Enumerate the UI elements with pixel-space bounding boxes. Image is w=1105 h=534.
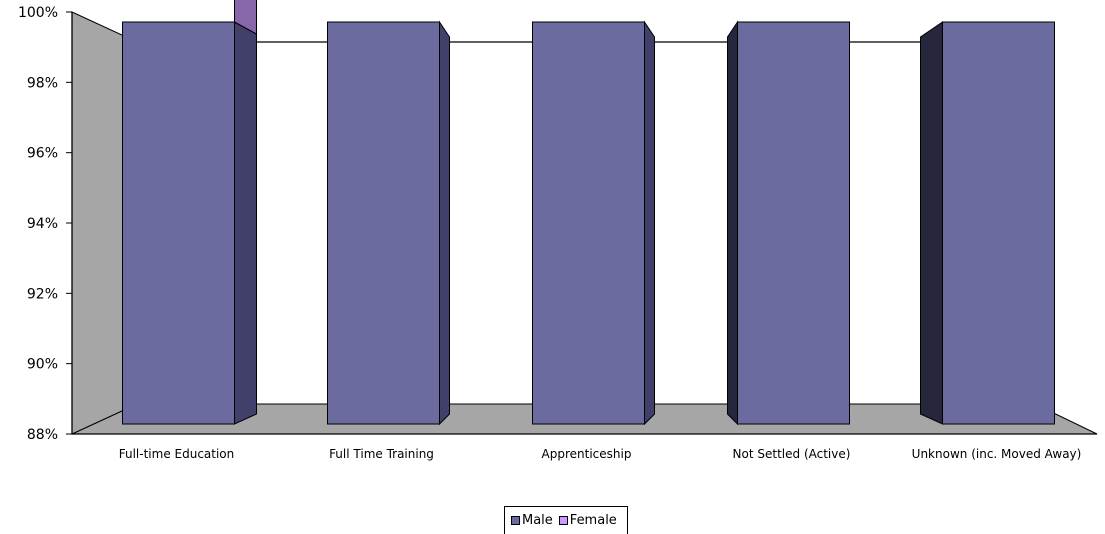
bar-male-3 <box>737 21 850 425</box>
x-tick-label: Unknown (inc. Moved Away) <box>912 447 1082 461</box>
x-tick-label: Not Settled (Active) <box>733 447 851 461</box>
legend-label-male: Male <box>522 513 553 528</box>
y-axis: 88% 90% 92% 94% 96% 98% 100% <box>18 5 73 443</box>
legend-swatch-male <box>511 516 520 525</box>
x-axis: Full-time Education Full Time Training App… <box>72 433 1097 461</box>
bar-side-male-1 <box>439 20 450 426</box>
y-tick-label: 100% <box>18 5 58 21</box>
bar-male-1 <box>327 21 440 425</box>
legend-item-male: Male <box>511 513 553 528</box>
x-tick-label: Full Time Training <box>329 447 434 461</box>
bar-side-male-4 <box>920 21 943 425</box>
x-tick-label: Full-time Education <box>119 447 235 461</box>
bar-male-2 <box>532 21 645 425</box>
bar-male-4 <box>942 21 1055 425</box>
y-tick-label: 94% <box>27 216 58 232</box>
legend: Male Female <box>504 506 628 534</box>
bar-side-male-3 <box>727 20 738 426</box>
bar-side-female-0 <box>234 0 257 35</box>
x-tick-label: Apprenticeship <box>542 447 632 461</box>
y-tick-label: 92% <box>27 286 58 302</box>
legend-label-female: Female <box>569 513 617 528</box>
bar-side-male-2 <box>644 20 655 426</box>
bar-male-0 <box>122 21 235 425</box>
legend-swatch-female <box>558 516 568 525</box>
y-tick-label: 90% <box>27 357 58 373</box>
legend-item-female: Female <box>558 513 617 528</box>
bars <box>122 0 1055 426</box>
y-tick-label: 88% <box>27 427 58 443</box>
y-tick-label: 96% <box>27 146 58 162</box>
bar-side-male-0 <box>234 21 257 425</box>
y-tick-label: 98% <box>27 75 58 91</box>
